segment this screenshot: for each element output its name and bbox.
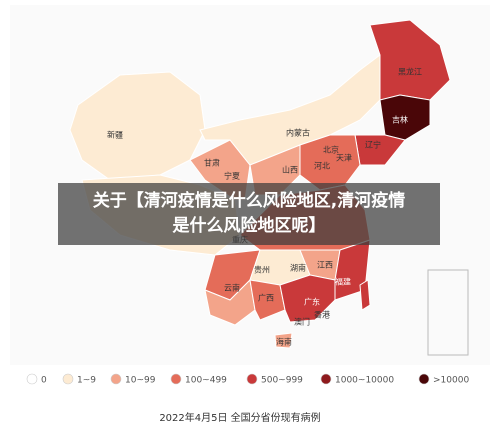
legend-swatch xyxy=(246,373,258,385)
region-label: 甘肃 xyxy=(204,158,220,168)
region-label: 山西 xyxy=(282,165,298,175)
region-label: 广东 xyxy=(304,297,320,307)
region-label: 香港 xyxy=(314,310,330,320)
region-label: 天津 xyxy=(336,153,352,163)
legend-label: 1000~10000 xyxy=(335,376,394,386)
province xyxy=(279,274,336,323)
legend-label: 1~9 xyxy=(77,376,96,386)
legend-swatch xyxy=(110,373,122,385)
province xyxy=(249,279,286,321)
region-label: 黑龙江 xyxy=(398,67,422,77)
legend-swatch xyxy=(418,373,430,385)
region-label: 福建 xyxy=(335,277,351,287)
region-label: 贵州 xyxy=(254,265,270,275)
legend-swatch xyxy=(170,373,182,385)
legend-label: 500~999 xyxy=(261,376,303,386)
region-label: 新疆 xyxy=(107,130,123,140)
province xyxy=(299,134,361,191)
legend: 0 1~9 10~99 100~499 500~999 1000~10000 >10000 xyxy=(26,373,469,386)
region-label: 江西 xyxy=(317,261,333,270)
region-label: 河北 xyxy=(314,161,330,171)
region-label: 澳门 xyxy=(294,317,310,327)
legend-swatch xyxy=(62,373,74,385)
region-label: 内蒙古 xyxy=(286,128,310,138)
region-label: 广西 xyxy=(258,293,274,303)
region-label: 吉林 xyxy=(392,115,408,125)
legend-label: 0 xyxy=(41,376,47,386)
caption: 2022年4月5日 全国分省份现有病例 xyxy=(159,411,320,424)
legend-label: 100~499 xyxy=(185,376,227,386)
province xyxy=(274,332,293,349)
region-label: 云南 xyxy=(224,283,240,293)
region-label: 湖南 xyxy=(290,263,306,273)
legend-swatch xyxy=(320,373,332,385)
region-label: 北京 xyxy=(323,145,339,155)
region-label: 辽宁 xyxy=(365,140,381,150)
legend-label: 10~99 xyxy=(125,376,156,386)
region-label: 海南 xyxy=(276,337,292,347)
province xyxy=(359,279,371,311)
region-label: 宁夏 xyxy=(224,171,240,181)
legend-swatch xyxy=(26,373,38,385)
legend-label: >10000 xyxy=(433,376,469,386)
province xyxy=(199,54,381,166)
south-sea-inset xyxy=(427,269,469,356)
overlay-title: 关于【清河疫情是什么风险地区,清河疫情是什么风险地区呢】 xyxy=(58,183,440,245)
